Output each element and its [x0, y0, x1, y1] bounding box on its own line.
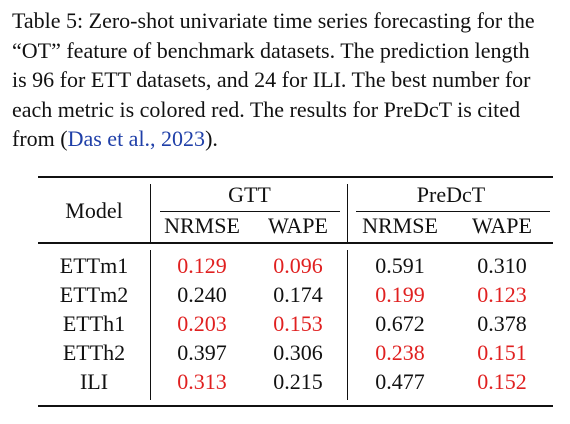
table-cell: 0.203 [154, 311, 250, 337]
metric-header: WAPE [451, 213, 553, 239]
row-label: ETTh2 [38, 340, 150, 366]
table-cell: 0.174 [250, 282, 346, 308]
table-cell: 0.153 [250, 311, 346, 337]
caption-text: from ( [12, 126, 68, 151]
metric-header: NRMSE [349, 213, 451, 239]
table-cell: 0.313 [154, 369, 250, 395]
row-label: ILI [38, 369, 150, 395]
column-divider [150, 184, 151, 242]
table-cell: 0.378 [451, 311, 553, 337]
table-cell: 0.591 [349, 253, 451, 279]
metric-header: WAPE [250, 213, 346, 239]
table-cell: 0.240 [154, 282, 250, 308]
caption-line: Table 5: Zero-shot univariate time serie… [12, 6, 570, 36]
header-rule [38, 242, 553, 244]
table-cell: 0.306 [250, 340, 346, 366]
row-label: ETTm2 [38, 282, 150, 308]
table-cell: 0.397 [154, 340, 250, 366]
table-cell: 0.129 [154, 253, 250, 279]
caption-line: “OT” feature of benchmark datasets. The … [12, 36, 570, 66]
table-caption: Table 5: Zero-shot univariate time serie… [12, 6, 570, 154]
model-header: Model [38, 198, 150, 224]
bottom-rule [38, 405, 553, 407]
table-cell: 0.152 [451, 369, 553, 395]
group-underline [356, 211, 550, 212]
caption-line: is 96 for ETT datasets, and 24 for ILI. … [12, 65, 570, 95]
top-rule [38, 176, 553, 178]
table-cell: 0.123 [451, 282, 553, 308]
citation-link[interactable]: Das et al., 2023 [68, 126, 205, 151]
table-cell: 0.151 [451, 340, 553, 366]
caption-text: ). [205, 126, 218, 151]
row-label: ETTh1 [38, 311, 150, 337]
table-cell: 0.477 [349, 369, 451, 395]
caption-line: from (Das et al., 2023). [12, 124, 570, 154]
table-cell: 0.310 [451, 253, 553, 279]
results-table: Model GTT PreDcT NRMSE WAPE NRMSE WAPE E… [38, 176, 553, 410]
group-underline [160, 211, 340, 212]
column-divider [347, 184, 348, 242]
table-cell: 0.215 [250, 369, 346, 395]
table-cell: 0.672 [349, 311, 451, 337]
metric-header: NRMSE [154, 213, 250, 239]
column-divider [150, 250, 151, 400]
table-cell: 0.096 [250, 253, 346, 279]
caption-line: each metric is colored red. The results … [12, 95, 570, 125]
group-header: PreDcT [349, 182, 553, 208]
row-label: ETTm1 [38, 253, 150, 279]
column-divider [347, 250, 348, 400]
table-cell: 0.238 [349, 340, 451, 366]
table-cell: 0.199 [349, 282, 451, 308]
group-header: GTT [152, 182, 347, 208]
